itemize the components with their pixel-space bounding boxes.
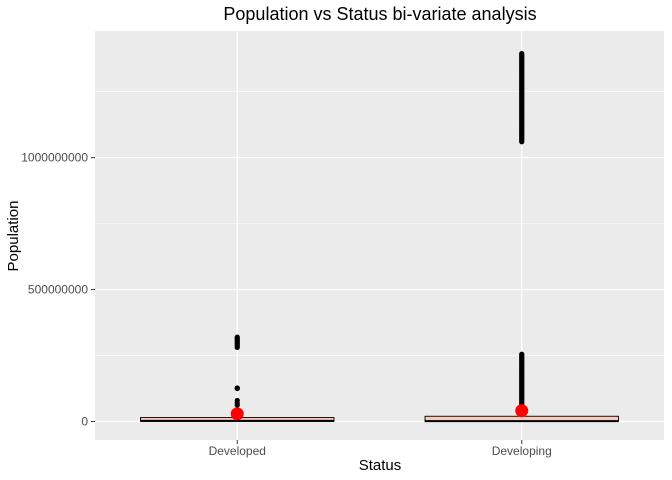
x-axis-ticks: Developed Developing <box>209 440 552 458</box>
y-axis-title: Population <box>5 201 22 272</box>
outlier-point <box>519 351 525 357</box>
mean-points <box>230 404 529 421</box>
outlier-point <box>519 50 525 57</box>
y-tick-label: 500000000 <box>28 283 88 297</box>
y-tick-label: 0 <box>81 415 88 429</box>
minor-gridlines <box>95 91 664 356</box>
chart-title: Population vs Status bi-variate analysis <box>223 4 536 24</box>
y-axis-ticks: 0 500000000 1000000000 <box>21 151 95 429</box>
x-axis-title: Status <box>359 457 402 474</box>
x-tick-label: Developing <box>492 444 552 458</box>
mean-point <box>515 404 529 418</box>
x-tick-label: Developed <box>209 444 266 458</box>
outlier-points <box>234 50 525 414</box>
outlier-point <box>234 334 240 340</box>
mean-point <box>230 407 244 421</box>
plot-panel <box>95 31 664 440</box>
outlier-point <box>234 397 240 404</box>
y-tick-label: 1000000000 <box>21 151 88 165</box>
outlier-point <box>234 385 240 391</box>
